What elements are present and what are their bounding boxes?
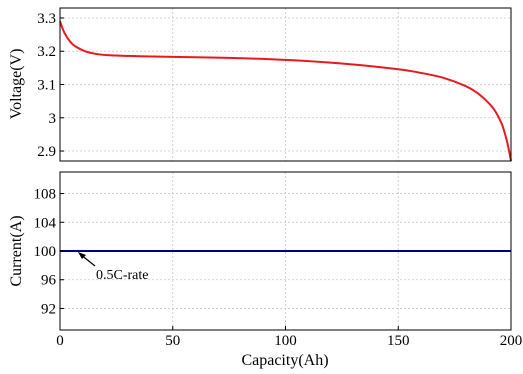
voltage-y-axis-label: Voltage(V): [8, 49, 25, 120]
current-y-tick-label: 100: [34, 244, 57, 260]
voltage-panel: 2.9 3 3.1 3.2 3.3 Voltage(V): [8, 7, 512, 162]
current-panel: 92 96 100 104 108 0 50 100 150 200 Current(A) Ca…: [8, 171, 522, 369]
capacity-x-ticks: 0 50 100 150 200: [56, 326, 522, 349]
x-tick-label: 50: [165, 333, 180, 349]
annotation-arrowhead: [78, 252, 86, 259]
voltage-series-line: [59, 20, 512, 162]
voltage-y-tick-label: 3.3: [37, 11, 56, 27]
current-y-tick-label: 104: [34, 215, 57, 231]
voltage-y-tick-label: 3.2: [37, 44, 56, 60]
current-y-tick-label: 108: [34, 187, 57, 203]
current-y-tick-label: 92: [41, 301, 56, 317]
annotation: 0.5C-rate: [78, 252, 148, 283]
current-y-tick-label: 96: [41, 273, 57, 289]
current-y-ticks: 92 96 100 104 108: [34, 187, 64, 317]
x-tick-label: 150: [387, 333, 410, 349]
current-y-axis-label: Current(A): [8, 215, 25, 286]
x-tick-label: 100: [274, 333, 297, 349]
voltage-y-tick-label: 3: [49, 111, 57, 127]
x-axis-label: Capacity(Ah): [241, 352, 328, 369]
voltage-grid: [60, 8, 511, 161]
annotation-label: 0.5C-rate: [96, 268, 148, 283]
x-tick-label: 200: [500, 333, 523, 349]
voltage-y-tick-label: 3.1: [37, 78, 56, 94]
voltage-y-ticks: 2.9 3 3.1 3.2 3.3: [37, 11, 64, 160]
voltage-y-tick-label: 2.9: [37, 144, 56, 160]
x-tick-label: 0: [56, 333, 64, 349]
